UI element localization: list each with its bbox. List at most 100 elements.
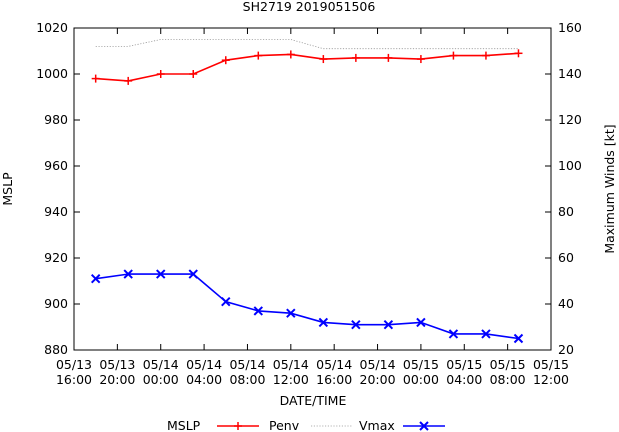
legend-label-mslp: MSLP bbox=[167, 418, 201, 432]
data-point-vmax-b bbox=[481, 329, 491, 339]
x-tick-label-date: 05/14 bbox=[229, 357, 265, 372]
y-tick-label: 940 bbox=[44, 204, 68, 219]
data-point-penv bbox=[189, 70, 198, 78]
data-point-vmax-b bbox=[90, 273, 101, 284]
x-tick-label-date: 05/13 bbox=[99, 357, 135, 372]
x-tick-label-date: 05/13 bbox=[56, 357, 92, 372]
legend-marker-penv bbox=[234, 422, 242, 430]
x-tick-label-time: 16:00 bbox=[316, 372, 352, 387]
legend-marker-vmax-b bbox=[419, 421, 429, 431]
y-axis-label: MSLP bbox=[0, 172, 15, 206]
data-point-vmax-b bbox=[286, 308, 296, 318]
y2-axis-label: Maximum Winds [kt] bbox=[602, 124, 617, 253]
series-layer bbox=[90, 39, 524, 344]
y-tick-label: 900 bbox=[44, 296, 68, 311]
data-point-vmax-b bbox=[448, 329, 459, 339]
data-point-penv bbox=[91, 74, 100, 83]
data-point-penv bbox=[449, 51, 458, 60]
y2-tick-label: 160 bbox=[558, 20, 582, 35]
data-point-vmax-b bbox=[416, 317, 426, 328]
x-tick-label-time: 08:00 bbox=[490, 372, 526, 387]
y-tick-label: 980 bbox=[44, 112, 68, 127]
data-point-vmax-b bbox=[156, 269, 166, 279]
data-point-vmax bbox=[481, 329, 491, 339]
data-point-vmax bbox=[416, 317, 426, 328]
x-axis-label: DATE/TIME bbox=[280, 393, 347, 408]
y2-tick-label: 100 bbox=[558, 158, 582, 173]
data-point-vmax bbox=[156, 269, 166, 279]
data-point-vmax bbox=[383, 319, 394, 330]
data-point-vmax bbox=[513, 333, 524, 344]
x-tick-label-date: 05/15 bbox=[533, 357, 569, 372]
data-point-penv bbox=[319, 55, 328, 64]
y-tick-label: 880 bbox=[44, 342, 68, 357]
x-tick-label-time: 00:00 bbox=[143, 372, 179, 387]
x-tick-label-date: 05/14 bbox=[143, 357, 179, 372]
right-axis: 20 40 60 80 100 120 140 160 bbox=[545, 20, 582, 357]
data-point-vmax-b bbox=[351, 319, 361, 330]
data-point-vmax bbox=[253, 306, 264, 316]
data-point-vmax bbox=[123, 269, 133, 279]
data-point-vmax bbox=[188, 269, 198, 279]
y2-tick-label: 60 bbox=[558, 250, 574, 265]
data-point-penv bbox=[221, 56, 230, 65]
data-point-penv bbox=[124, 76, 133, 85]
legend: MSLP Penv Vmax bbox=[167, 418, 445, 432]
legend-marker-vmax bbox=[419, 421, 429, 431]
x-tick-label-time: 04:00 bbox=[186, 372, 222, 387]
series-line-penv-ref bbox=[95, 39, 519, 50]
data-point-penv bbox=[351, 53, 360, 62]
y2-tick-label: 40 bbox=[558, 296, 574, 311]
data-point-vmax-b bbox=[253, 306, 264, 316]
x-tick-label-date: 05/15 bbox=[403, 357, 439, 372]
data-point-vmax bbox=[90, 273, 101, 284]
data-point-vmax bbox=[318, 317, 329, 328]
x-tick-label-date: 05/14 bbox=[360, 357, 396, 372]
x-tick-label-time: 00:00 bbox=[403, 372, 439, 387]
y-tick-label: 920 bbox=[44, 250, 68, 265]
data-point-vmax-b bbox=[513, 333, 524, 344]
y2-tick-label: 20 bbox=[558, 342, 574, 357]
data-point-vmax bbox=[286, 308, 296, 318]
data-point-vmax bbox=[221, 296, 231, 307]
data-point-vmax bbox=[448, 329, 459, 339]
x-tick-label-time: 20:00 bbox=[360, 372, 396, 387]
legend-label-vmax: Vmax bbox=[359, 418, 395, 432]
data-point-penv bbox=[156, 70, 165, 78]
x-tick-label-time: 04:00 bbox=[446, 372, 482, 387]
x-tick-label-time: 08:00 bbox=[229, 372, 265, 387]
data-point-vmax-b bbox=[221, 296, 231, 307]
y2-tick-label: 140 bbox=[558, 66, 582, 81]
x-tick-label-date: 05/15 bbox=[446, 357, 482, 372]
x-tick-label-time: 20:00 bbox=[99, 372, 135, 387]
y2-tick-label: 120 bbox=[558, 112, 582, 127]
series-line-vmax bbox=[95, 273, 519, 340]
data-point-penv bbox=[384, 53, 393, 62]
x-tick-label-time: 16:00 bbox=[56, 372, 92, 387]
x-tick-label-date: 05/15 bbox=[490, 357, 526, 372]
data-point-vmax bbox=[351, 319, 361, 330]
x-tick-label-time: 12:00 bbox=[533, 372, 569, 387]
data-point-penv bbox=[254, 51, 263, 60]
x-tick-label-date: 05/14 bbox=[186, 357, 222, 372]
data-point-vmax-b bbox=[123, 269, 133, 279]
y-tick-label: 1000 bbox=[36, 66, 68, 81]
plot-area bbox=[73, 27, 552, 351]
data-point-vmax-b bbox=[383, 319, 394, 330]
data-point-vmax-b bbox=[188, 269, 198, 279]
y2-tick-label: 80 bbox=[558, 204, 574, 219]
data-point-penv bbox=[481, 51, 490, 60]
data-point-penv bbox=[514, 49, 523, 58]
x-tick-label-time: 12:00 bbox=[273, 372, 309, 387]
data-point-penv bbox=[286, 50, 295, 59]
y-tick-label: 1020 bbox=[36, 20, 68, 35]
x-tick-label-date: 05/14 bbox=[316, 357, 352, 372]
legend-label-penv: Penv bbox=[269, 418, 300, 432]
left-axis: 880 900 920 940 960 980 1000 1020 bbox=[36, 20, 80, 357]
data-point-vmax-b bbox=[318, 317, 329, 328]
bottom-axis: 05/1316:0005/1320:0005/1400:0005/1404:00… bbox=[56, 28, 569, 387]
data-point-penv bbox=[416, 55, 425, 64]
series-line-penv bbox=[95, 52, 519, 82]
y-tick-label: 960 bbox=[44, 158, 68, 173]
